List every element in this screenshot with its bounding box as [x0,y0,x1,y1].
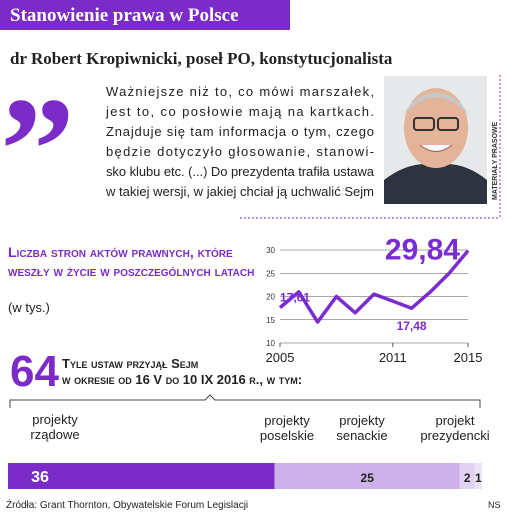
quote-line: sko klubu etc. (...) Do prezydenta trafi… [106,164,375,179]
quote-line: jest to, co posłowie mają na kartkach. [105,104,374,119]
header-bar [0,0,290,30]
photo [384,76,487,204]
quote-line: będzie dotyczyło głosowanie, stanowi- [106,144,374,159]
bar-segment [474,463,482,489]
value-label: 29,84 [385,234,460,267]
category-label: projekt prezydencki [420,413,490,443]
quote-lines: Ważniejsze niż to, co mówi marszałek, jes… [105,84,375,199]
bar-title: Tyle ustaw przyjął Sejm w okresie od 16 V… [62,356,302,388]
source: Źródła: Grant Thornton, Obywatelskie For… [6,500,249,511]
y-tick-label: 30 [266,246,275,255]
y-tick-label: 25 [266,269,275,278]
bar-title-text: Tyle ustaw przyjął Sejm [62,356,199,371]
bar-segment [459,463,475,489]
chart-subtitle: (w tys.) [8,300,50,315]
bar-segment [8,463,275,489]
title: Stanowienie prawa w Polsce [10,5,239,26]
quote-line: w takiej wersji, w jakiej chciał ją uchw… [105,184,374,199]
value-label: 17,61 [280,291,310,305]
quote-line: Znajduje się tam informacja o tym, czego [106,124,374,139]
bracket [9,394,481,408]
quote-mark: ” [0,67,75,233]
bar-subtitle: w okresie od 16 V do 10 IX 2016 r., w ty… [62,372,303,387]
chart-title: Liczba stron aktów prawnych, które weszł… [8,244,255,279]
bar-value: 2 [464,471,471,485]
bar-value: 1 [475,471,482,485]
x-tick-label: 2005 [266,350,295,365]
value-label: 17,48 [397,319,427,333]
category-label: projekty poselskie [259,413,315,443]
x-tick-label: 2011 [379,350,407,365]
bar-value: 36 [31,469,49,486]
photo-credit: MATERIAŁY PRASOWE [492,121,499,200]
y-tick-label: 10 [266,339,275,348]
quote-line: Ważniejsze niż to, co mówi marszałek, [106,84,374,99]
credit: NS [488,500,501,510]
category-label: projekty senackie [336,413,388,443]
category-label: projekty rządowe [30,412,80,442]
y-tick-label: 20 [266,293,275,302]
bar-value: 25 [361,471,375,485]
y-tick-label: 15 [266,316,275,325]
data-line [278,249,470,324]
x-tick-label: 2015 [454,350,483,365]
bar-segment [274,463,460,489]
subtitle: dr Robert Kropiwnicki, poseł PO, konstyt… [10,49,393,68]
total: 64 [10,347,59,396]
